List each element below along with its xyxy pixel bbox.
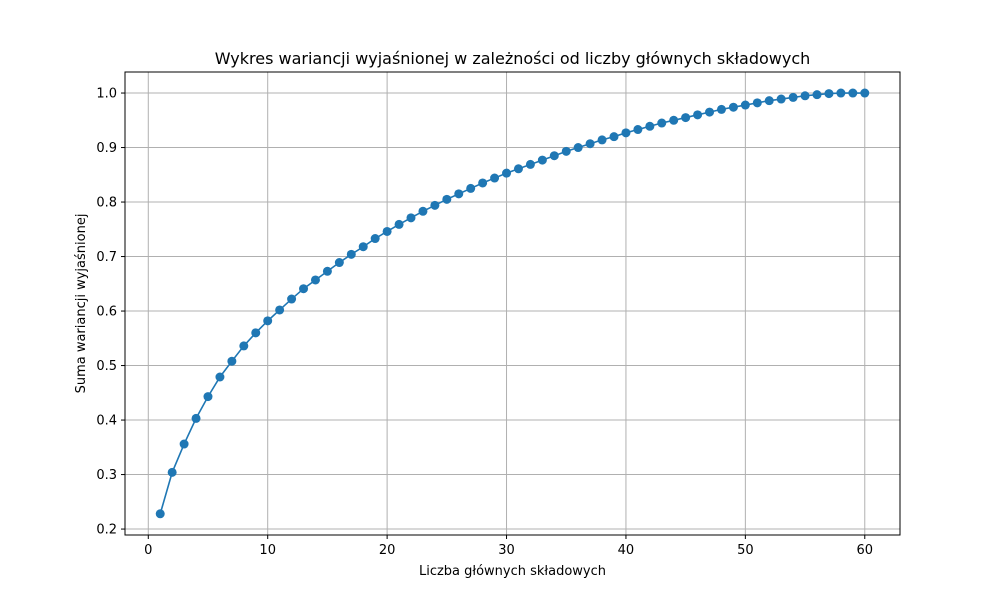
- data-point: [430, 200, 440, 210]
- y-tick-label: 0.2: [96, 523, 117, 538]
- data-point: [478, 178, 488, 188]
- data-point: [621, 128, 631, 138]
- data-point: [537, 155, 547, 165]
- data-point: [287, 294, 297, 304]
- data-point: [561, 146, 571, 156]
- data-point: [310, 275, 320, 285]
- data-point: [513, 164, 523, 174]
- data-point: [191, 413, 201, 423]
- data-point: [502, 168, 512, 178]
- data-point: [275, 305, 285, 315]
- x-tick-label: 30: [498, 543, 515, 558]
- data-point: [167, 467, 177, 477]
- y-axis-label: Suma wariancji wyjaśnionej: [74, 214, 89, 394]
- data-point: [860, 88, 870, 98]
- y-tick-label: 0.7: [96, 250, 117, 265]
- data-point: [406, 213, 416, 223]
- data-point: [752, 98, 762, 108]
- grid-lines: [125, 72, 900, 535]
- data-point: [657, 118, 667, 128]
- data-point: [466, 183, 476, 193]
- y-tick-label: 0.8: [96, 196, 117, 211]
- data-point: [776, 94, 786, 104]
- data-point: [382, 226, 392, 236]
- data-point: [179, 439, 189, 449]
- y-tick-label: 1.0: [96, 87, 117, 102]
- data-point: [549, 151, 559, 161]
- data-point: [418, 206, 428, 216]
- data-point: [263, 316, 273, 326]
- data-point: [370, 234, 380, 244]
- data-point: [728, 102, 738, 112]
- data-point: [788, 92, 798, 102]
- data-point: [525, 159, 535, 169]
- data-point: [346, 249, 356, 259]
- data-point: [490, 173, 500, 183]
- data-point: [227, 356, 237, 366]
- data-point: [239, 341, 249, 351]
- data-point: [764, 96, 774, 106]
- data-point: [251, 328, 261, 338]
- data-point: [322, 266, 332, 276]
- data-point: [705, 107, 715, 117]
- y-tick-label: 0.4: [96, 414, 117, 429]
- data-point: [358, 242, 368, 252]
- data-point: [812, 90, 822, 100]
- data-point: [203, 392, 213, 402]
- x-tick-label: 0: [144, 543, 152, 558]
- data-point: [394, 219, 404, 229]
- data-point: [693, 110, 703, 120]
- x-tick-label: 40: [618, 543, 635, 558]
- y-tick-label: 0.5: [96, 359, 117, 374]
- plot-frame: [124, 71, 901, 536]
- x-axis-label: Liczba głównych składowych: [419, 564, 606, 579]
- axis-ticks: 0 10 20 30 40 50 60 0.2 0.3 0.4 0.5 0.6 0.7 0.8 0.9 1.0: [96, 87, 873, 558]
- x-tick-label: 60: [856, 543, 873, 558]
- y-tick-label: 0.3: [96, 468, 117, 483]
- data-point: [215, 372, 225, 382]
- data-point: [609, 132, 619, 142]
- data-point: [299, 284, 309, 294]
- data-point: [334, 258, 344, 268]
- chart-title: Wykres wariancji wyjaśnionej w zależnośc…: [215, 49, 811, 68]
- data-point: [716, 104, 726, 114]
- data-point: [669, 115, 679, 125]
- data-point: [645, 121, 655, 131]
- x-tick-label: 20: [379, 543, 396, 558]
- data-point: [155, 509, 165, 519]
- x-tick-label: 10: [259, 543, 276, 558]
- data-point: [454, 189, 464, 199]
- data-point: [585, 139, 595, 149]
- data-point: [848, 88, 858, 98]
- data-point: [824, 89, 834, 99]
- y-tick-label: 0.6: [96, 305, 117, 320]
- data-point: [633, 125, 643, 135]
- data-point: [740, 100, 750, 110]
- data-point: [573, 143, 583, 153]
- x-tick-label: 50: [737, 543, 754, 558]
- data-point: [597, 135, 607, 145]
- data-point: [442, 194, 452, 204]
- series-layer: [155, 88, 870, 519]
- data-point: [836, 88, 846, 98]
- y-tick-label: 0.9: [96, 141, 117, 156]
- data-point: [681, 113, 691, 123]
- data-point: [800, 91, 810, 101]
- series-line: [159, 92, 865, 515]
